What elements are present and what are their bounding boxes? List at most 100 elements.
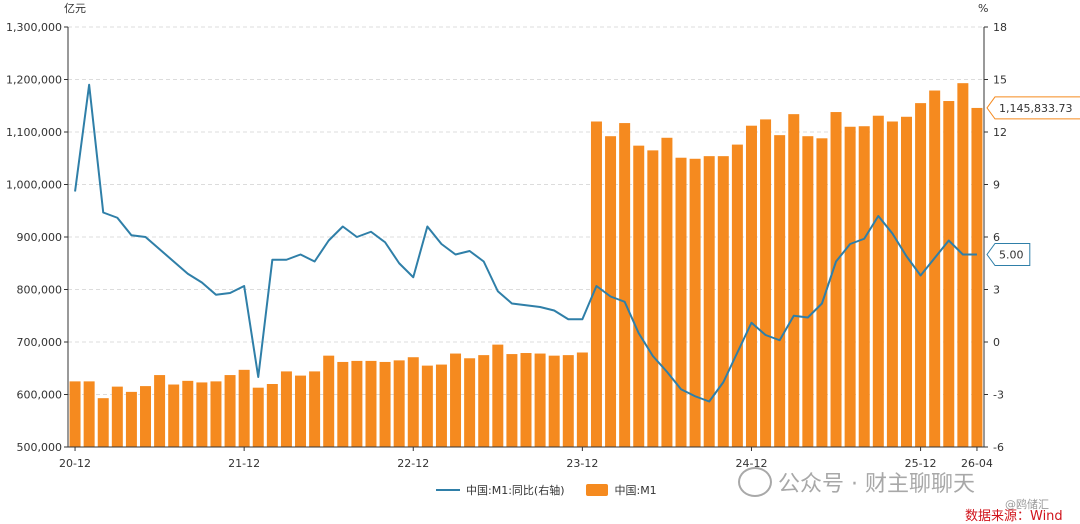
value-callouts: 1,145,833.73 5.00 [987,97,1080,266]
bar[interactable] [859,126,870,447]
bar[interactable] [521,353,532,447]
left-tick-label: 1,000,000 [6,179,62,192]
bar[interactable] [98,398,109,447]
legend-item-bar[interactable]: 中国:M1 [586,482,656,498]
bar[interactable] [619,123,630,447]
bar[interactable] [70,381,81,447]
bar[interactable] [690,159,701,447]
legend-item-line[interactable]: 中国:M1:同比(右轴) [436,482,564,498]
bar[interactable] [380,362,391,447]
bar[interactable] [929,91,940,447]
watermark-text: 公众号 · 财主聊聊天 [778,466,975,498]
bar[interactable] [464,358,475,447]
bar[interactable] [422,366,433,447]
bar[interactable] [718,156,729,447]
bar[interactable] [760,119,771,447]
right-tick-label: 0 [993,336,1000,349]
right-tick-label: 12 [993,126,1007,139]
bar[interactable] [591,122,602,448]
left-tick-label: 500,000 [17,441,63,454]
bar[interactable] [196,382,207,447]
bar[interactable] [450,354,461,447]
bar[interactable] [577,353,588,448]
bar[interactable] [788,114,799,447]
bar[interactable] [845,127,856,447]
right-tick-label: 9 [993,179,1000,192]
x-tick-label: 20-12 [59,457,91,470]
bar[interactable] [210,381,221,447]
left-tick-label: 1,300,000 [6,21,62,34]
bar[interactable] [337,362,348,447]
right-tick-label: 15 [993,74,1007,87]
left-tick-label: 700,000 [17,336,63,349]
bar[interactable] [154,375,165,447]
bar[interactable] [563,355,574,447]
bar[interactable] [943,101,954,447]
bar[interactable] [126,392,137,447]
bar[interactable] [492,345,503,447]
bar[interactable] [506,354,517,447]
bar[interactable] [901,117,912,447]
bar[interactable] [281,371,292,447]
bar[interactable] [365,361,376,447]
bar[interactable] [732,145,743,447]
data-source: 数据来源：Wind [965,505,1063,524]
line-callout-text: 5.00 [999,249,1024,262]
legend-bar-label: 中国:M1 [614,482,656,498]
bar[interactable] [676,158,687,447]
right-tick-label: 6 [993,231,1000,244]
bar[interactable] [774,135,785,447]
left-tick-label: 1,100,000 [6,126,62,139]
right-axis-unit: % [978,2,988,15]
bar[interactable] [351,361,362,447]
right-tick-label: -3 [993,389,1004,402]
right-tick-label: 18 [993,21,1007,34]
bar[interactable] [971,108,982,447]
bar[interactable] [225,375,236,447]
bar[interactable] [873,116,884,447]
bar[interactable] [309,371,320,447]
left-axis-unit: 亿元 [64,2,86,15]
wechat-icon [738,467,772,497]
legend: 中国:M1:同比(右轴) 中国:M1 [436,482,657,498]
bar[interactable] [831,112,842,447]
bar[interactable] [168,385,179,447]
x-tick-label: 23-12 [566,457,598,470]
watermark: 公众号 · 财主聊聊天 [738,466,975,498]
bar[interactable] [140,386,151,447]
bar[interactable] [633,146,644,447]
bar[interactable] [84,381,95,447]
bar[interactable] [112,387,123,447]
left-tick-label: 900,000 [17,231,63,244]
bar[interactable] [295,376,306,447]
bar-callout-text: 1,145,833.73 [999,102,1072,115]
right-tick-label: -6 [993,441,1004,454]
bar[interactable] [549,356,560,447]
bar[interactable] [239,370,250,447]
bar[interactable] [661,138,672,447]
bar[interactable] [957,83,968,447]
bar[interactable] [267,384,278,447]
x-tick-label: 22-12 [397,457,429,470]
legend-line-swatch [436,489,460,491]
bar[interactable] [887,122,898,448]
bar[interactable] [647,150,658,447]
bar[interactable] [408,357,419,447]
bar[interactable] [704,156,715,447]
bar[interactable] [746,126,757,447]
bar[interactable] [478,355,489,447]
legend-line-label: 中国:M1:同比(右轴) [466,482,564,498]
bar[interactable] [802,136,813,447]
bar[interactable] [182,381,193,447]
bar[interactable] [323,356,334,447]
right-tick-label: 3 [993,284,1000,297]
bar[interactable] [253,388,264,447]
left-tick-label: 1,200,000 [6,74,62,87]
bar[interactable] [535,354,546,447]
x-tick-label: 21-12 [228,457,260,470]
bar[interactable] [605,136,616,447]
bar[interactable] [394,360,405,447]
bar[interactable] [436,365,447,447]
bar-series [70,83,983,447]
